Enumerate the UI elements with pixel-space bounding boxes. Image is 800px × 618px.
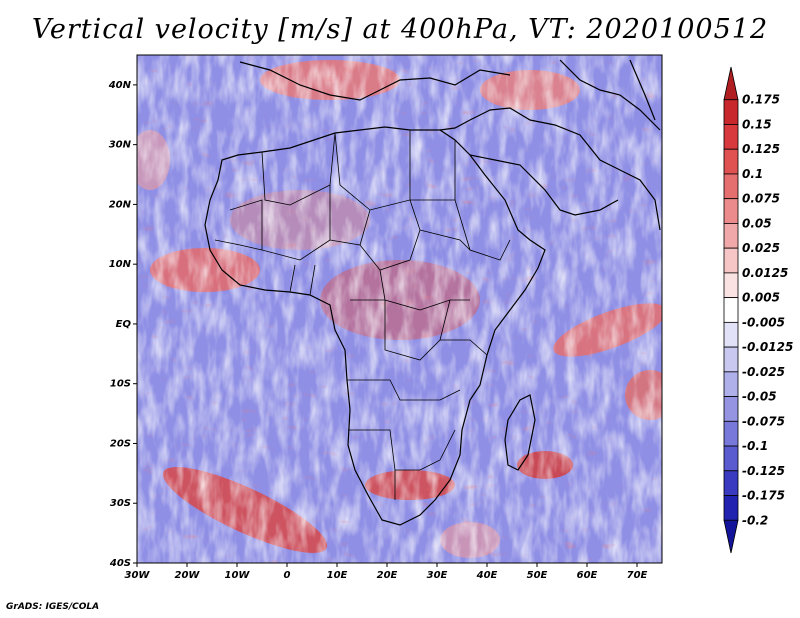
colorbar-swatch	[723, 223, 739, 249]
colorbar-swatch	[723, 346, 739, 373]
colorbar-label: 0.0125	[742, 266, 788, 280]
colorbar: 0.175 0.15 0.125 0.1 0.075 0.05 0.025 0.0125 0.0…	[723, 66, 793, 554]
colorbar-swatch	[723, 371, 739, 397]
colorbar-label: -0.005	[742, 315, 785, 329]
lon-tick-label: 20E	[377, 570, 398, 581]
colorbar-swatch	[723, 420, 739, 447]
lon-tick-label: 20W	[175, 570, 201, 581]
colorbar-swatch	[723, 272, 739, 299]
colorbar-swatch	[723, 470, 739, 496]
lat-tick-label: 40S	[109, 558, 131, 569]
colorbar-swatch	[723, 396, 739, 422]
lon-tick-label: 0	[284, 570, 291, 581]
velocity-field	[137, 55, 662, 563]
lat-tick-label: 10N	[109, 259, 132, 270]
colorbar-label: -0.0125	[742, 340, 793, 354]
colorbar-swatch	[723, 519, 739, 554]
colorbar-swatch	[723, 247, 739, 274]
lon-tick-label: 10W	[225, 570, 251, 581]
lat-tick-label: 40N	[108, 80, 132, 91]
colorbar-label: -0.125	[742, 464, 785, 478]
longitude-axis: 30W 20W 10W 0 10E 20E 30E 40E 50E 60E 70E	[125, 563, 648, 581]
lat-tick-label: 30N	[109, 140, 132, 151]
colorbar-label: 0.175	[742, 93, 780, 107]
lat-tick-label: 20N	[109, 199, 132, 210]
colorbar-swatch	[723, 445, 739, 472]
lon-tick-label: 50E	[527, 570, 548, 581]
lat-tick-label: 30S	[110, 498, 131, 509]
lat-tick-label: EQ	[116, 319, 132, 330]
lat-tick-label: 10S	[110, 379, 131, 390]
plot-frame	[136, 54, 663, 564]
country-borders	[214, 130, 511, 500]
lon-tick-label: 10E	[327, 570, 348, 581]
lon-tick-label: 30W	[125, 570, 151, 581]
colorbar-label: 0.025	[742, 241, 780, 255]
lon-tick-label: 40E	[476, 570, 498, 581]
grads-credit: GrADS: IGES/COLA	[6, 602, 100, 612]
colorbar-label: -0.1	[742, 439, 768, 453]
lon-tick-label: 60E	[577, 570, 598, 581]
colorbar-label: -0.2	[742, 513, 768, 527]
colorbar-label: -0.075	[742, 414, 785, 428]
colorbar-label: -0.05	[742, 390, 777, 404]
colorbar-label: 0.1	[742, 167, 763, 181]
colorbar-swatch	[723, 66, 739, 101]
colorbar-swatch	[723, 495, 739, 521]
colorbar-swatch	[723, 198, 739, 224]
lon-tick-label: 30E	[427, 570, 448, 581]
colorbar-label: -0.175	[742, 489, 785, 503]
colorbar-label: 0.005	[742, 291, 780, 305]
colorbar-swatch	[723, 124, 739, 150]
colorbar-swatch	[723, 148, 739, 175]
colorbar-swatch	[723, 321, 739, 348]
latitude-axis: 40N 30N 20N 10N EQ 10S 20S 30S 40S	[108, 80, 137, 569]
coastlines	[204, 59, 661, 526]
colorbar-label: 0.075	[742, 192, 780, 206]
colorbar-label: 0.05	[742, 216, 772, 230]
colorbar-swatch	[723, 173, 739, 200]
lon-tick-label: 70E	[627, 570, 648, 581]
colorbar-label: 0.15	[742, 117, 772, 131]
colorbar-label: -0.025	[742, 365, 785, 379]
colorbar-swatch	[723, 99, 739, 125]
colorbar-label: 0.125	[742, 142, 780, 156]
colorbar-swatch	[723, 297, 739, 323]
lat-tick-label: 20S	[110, 438, 131, 449]
map-title: Vertical velocity [m/s] at 400hPa, VT: 2…	[31, 14, 769, 45]
